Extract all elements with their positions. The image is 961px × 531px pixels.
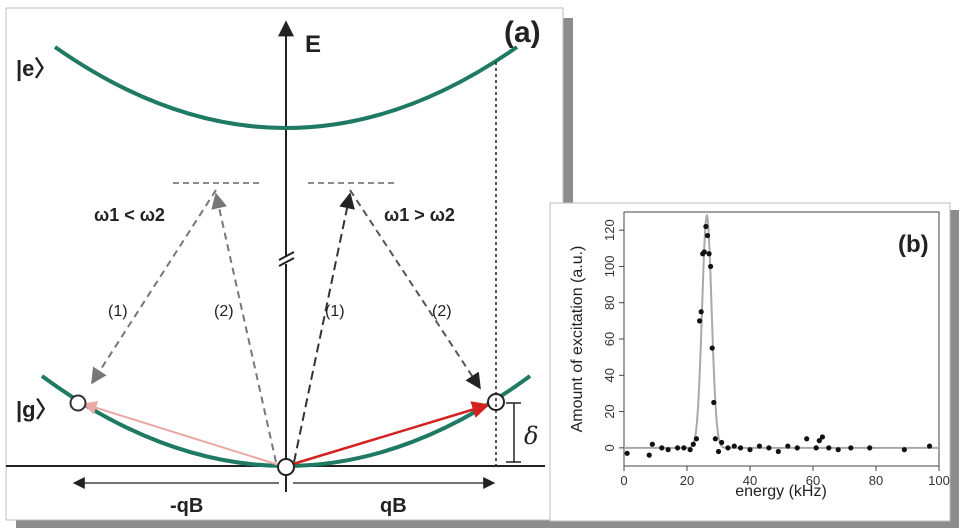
data-point: [624, 450, 630, 456]
x-tick-label: 40: [743, 473, 757, 488]
data-point: [693, 436, 700, 442]
initial-state-circle: [277, 458, 295, 476]
final-state-left-circle: [69, 394, 87, 412]
data-point: [747, 447, 753, 453]
data-point: [698, 309, 704, 315]
data-point: [794, 445, 800, 451]
data-point: [901, 447, 907, 453]
right-condition-label: ω1 > ω2: [384, 205, 455, 225]
data-point: [659, 445, 665, 451]
neg-momentum-label: -qB: [170, 495, 203, 517]
data-point: [813, 445, 819, 451]
data-point: [731, 443, 737, 449]
panel-a-label: (a): [504, 16, 541, 49]
data-point: [646, 452, 652, 458]
right-beam-1-arrow: [293, 192, 355, 463]
data-point: [665, 447, 671, 453]
x-tick-label: 80: [869, 473, 883, 488]
detuning-label: δ: [524, 422, 538, 450]
data-point: [756, 443, 763, 449]
panel-b-label: (b): [898, 231, 929, 258]
data-point: [867, 445, 873, 451]
right-beam-1-label: (1): [325, 303, 345, 320]
data-point: [708, 263, 714, 270]
data-point: [704, 232, 711, 239]
data-point: [715, 448, 722, 455]
data-point: [804, 436, 810, 442]
left-beam-1-arrow: [91, 189, 217, 385]
y-tick-label: 120: [602, 219, 617, 241]
data-point: [701, 249, 707, 255]
data-point: [719, 439, 725, 446]
data-point: [785, 443, 791, 449]
excited-state-label: |e〉: [16, 56, 56, 81]
data-point: [706, 251, 712, 257]
data-point: [737, 445, 744, 451]
left-beam-2-label: (2): [214, 303, 234, 320]
data-point: [835, 447, 841, 453]
right-beam-2-arrow: [349, 189, 481, 390]
data-point: [826, 445, 832, 451]
y-tick-label: 80: [602, 295, 617, 309]
y-tick-label: 60: [602, 332, 617, 346]
data-point: [725, 445, 731, 451]
energy-axis-label: E: [305, 31, 321, 58]
data-point: [687, 447, 693, 453]
excited-state-curve: [53, 45, 519, 130]
y-tick-label: 0: [602, 444, 617, 451]
data-point: [681, 445, 687, 451]
data-point: [848, 445, 854, 451]
y-tick-label: 40: [602, 368, 617, 382]
data-point: [690, 441, 696, 447]
data-point: [926, 443, 933, 449]
x-axis-label: energy (kHz): [735, 483, 827, 500]
pos-momentum-label: qB: [380, 495, 407, 517]
data-point: [709, 345, 715, 351]
x-tick-label: 100: [928, 473, 950, 488]
data-point: [819, 434, 826, 440]
ground-state-label: |g〉: [16, 397, 58, 422]
data-point: [712, 436, 718, 442]
axis-break-mark-1: [278, 257, 295, 267]
data-point: [697, 318, 703, 324]
y-axis-label: Amount of excitation (a.u.): [569, 246, 586, 433]
data-point: [775, 448, 781, 455]
y-tick-label: 100: [602, 256, 617, 278]
data-point: [674, 445, 681, 451]
transfer-arrow-right: [292, 401, 490, 466]
data-point: [766, 445, 772, 451]
data-point: [649, 441, 655, 447]
x-tick-label: 20: [680, 473, 694, 488]
y-tick-label: 20: [602, 404, 617, 418]
data-point: [816, 438, 822, 444]
x-tick-label: 60: [806, 473, 820, 488]
axis-break-mark-2: [278, 251, 295, 261]
x-tick-label: 0: [620, 473, 627, 488]
transfer-arrow-left: [82, 401, 280, 466]
left-condition-label: ω1 < ω2: [94, 205, 165, 225]
chart-layer: 0 20 40 60 80 100 0 20 40 60 80 100 120: [602, 213, 950, 488]
right-beam-2-label: (2): [432, 303, 452, 320]
left-beam-2-arrow: [211, 192, 277, 463]
data-point: [703, 223, 709, 230]
data-point: [711, 399, 717, 406]
left-beam-1-label: (1): [108, 303, 128, 320]
